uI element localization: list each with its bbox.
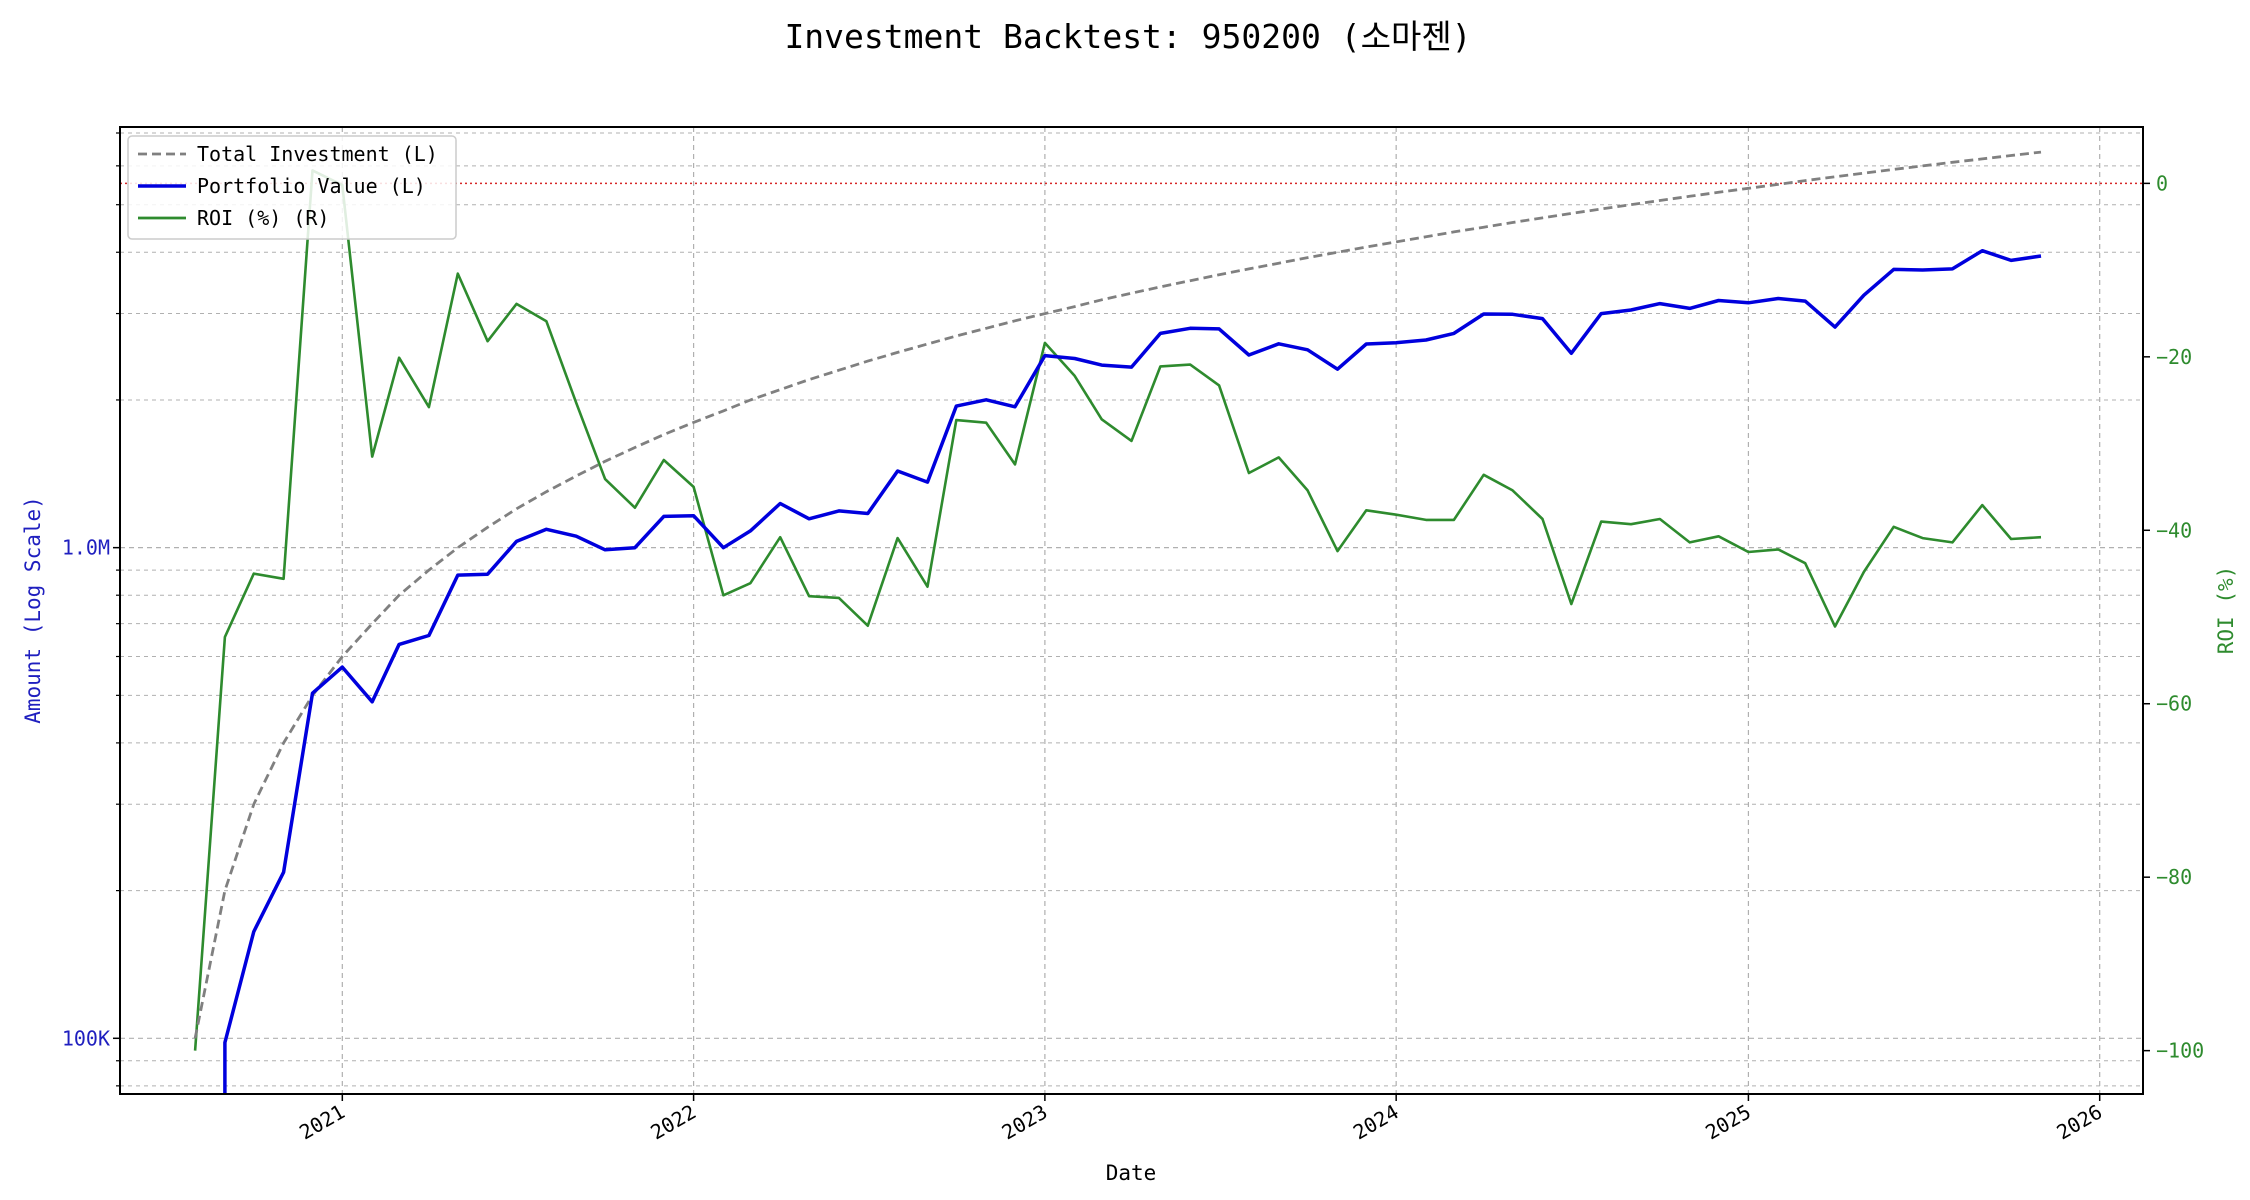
- y-right-tick-label: −80: [2156, 865, 2192, 889]
- legend-label-total-investment: Total Investment (L): [197, 142, 438, 166]
- x-tick-label: 2024: [1349, 1100, 1403, 1145]
- legend: Total Investment (L) Portfolio Value (L)…: [127, 135, 457, 240]
- y-right-tick-label: −40: [2156, 518, 2192, 542]
- y-right-tick-label: −60: [2156, 692, 2192, 716]
- y-left-tick-label: 100K: [62, 1026, 110, 1050]
- x-axis-label: Date: [1106, 1161, 1157, 1185]
- series-line-roi: [193, 169, 2042, 1051]
- x-tick-label: 2021: [295, 1100, 349, 1145]
- x-axis: 2021 2022 2023 2024 2025 2026: [295, 1094, 2106, 1144]
- y-right-tick-label: 0: [2156, 171, 2168, 195]
- legend-box: [127, 135, 457, 240]
- legend-label-roi: ROI (%) (R): [197, 206, 329, 230]
- series-line-portfolio-value: [223, 248, 2042, 1094]
- x-tick-label: 2025: [1701, 1100, 1755, 1145]
- y-axis-right-label: ROI (%): [2214, 566, 2238, 655]
- plot-area: [120, 150, 2143, 1094]
- legend-label-portfolio-value: Portfolio Value (L): [197, 174, 426, 198]
- y-axis-left: 100K 1.0M: [62, 132, 120, 1087]
- plot-series: [120, 150, 2143, 1094]
- x-tick-label: 2026: [2052, 1100, 2106, 1145]
- y-left-tick-label: 1.0M: [62, 536, 110, 560]
- y-right-tick-label: −100: [2156, 1039, 2204, 1063]
- series-line-total-investment: [193, 150, 2042, 1039]
- y-right-tick-label: −20: [2156, 345, 2192, 369]
- y-axis-left-label: Amount (Log Scale): [21, 496, 45, 724]
- x-tick-label: 2022: [646, 1100, 700, 1145]
- x-tick-label: 2023: [998, 1100, 1052, 1145]
- y-axis-right: 0 −20 −40 −60 −80 −100: [2143, 171, 2204, 1063]
- chart-title: Investment Backtest: 950200 (소마젠): [784, 17, 1471, 56]
- axes-frame: [119, 126, 2144, 1095]
- grid: [120, 127, 2143, 1094]
